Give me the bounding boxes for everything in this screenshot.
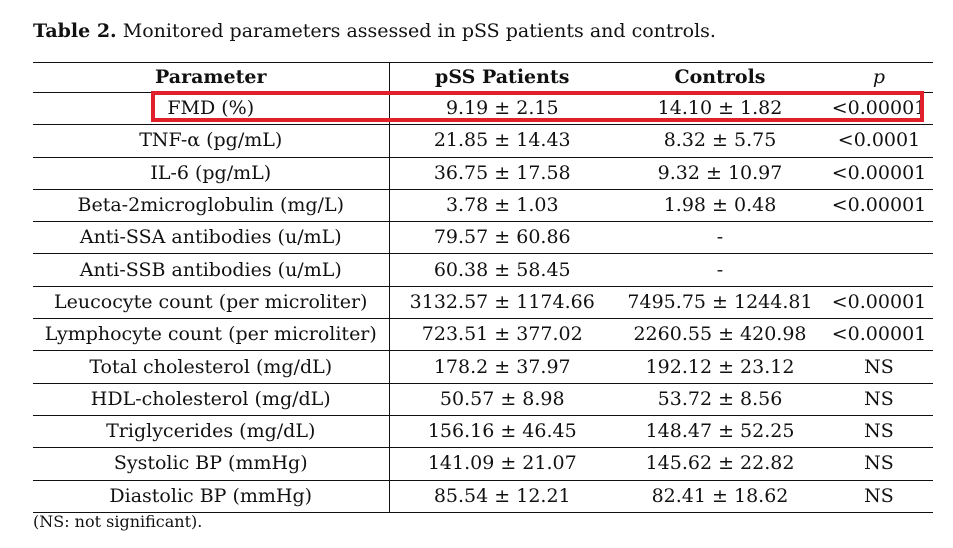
header-patients: pSS Patients (389, 62, 615, 93)
cell-parameter: Leucocyte count (per microliter) (33, 286, 390, 320)
cell-controls: 145.62 ± 22.82 (615, 447, 825, 481)
cell-patients: 85.54 ± 12.21 (389, 480, 615, 513)
header-controls: Controls (615, 62, 825, 93)
cell-controls: 8.32 ± 5.75 (615, 124, 825, 158)
table-body: FMD (%) 9.19 ± 2.15 14.10 ± 1.82 <0.00001 TN… (33, 92, 933, 513)
cell-patients: 141.09 ± 21.07 (389, 447, 615, 481)
cell-parameter: Systolic BP (mmHg) (33, 447, 390, 481)
table-row: Triglycerides (mg/dL) 156.16 ± 46.45 148.4… (33, 415, 933, 449)
cell-controls: 148.47 ± 52.25 (615, 415, 825, 449)
cell-p-value: <0.00001 (825, 286, 933, 320)
parameters-table-container: Parameter pSS Patients Controls p FMD (%… (33, 62, 933, 513)
cell-parameter: Diastolic BP (mmHg) (33, 480, 390, 513)
cell-parameter: Anti-SSB antibodies (u/mL) (33, 253, 390, 287)
cell-controls: 192.12 ± 23.12 (615, 350, 825, 384)
cell-p-value: <0.00001 (825, 157, 933, 190)
cell-patients: 9.19 ± 2.15 (389, 92, 615, 126)
cell-patients: 21.85 ± 14.43 (389, 124, 615, 158)
cell-patients: 156.16 ± 46.45 (389, 415, 615, 449)
cell-controls: 1.98 ± 0.48 (615, 189, 825, 223)
cell-patients: 50.57 ± 8.98 (389, 383, 615, 416)
cell-p-value: <0.00001 (825, 92, 933, 126)
cell-patients: 3132.57 ± 1174.66 (389, 286, 615, 320)
table-row: FMD (%) 9.19 ± 2.15 14.10 ± 1.82 <0.00001 (33, 92, 933, 126)
cell-parameter: Triglycerides (mg/dL) (33, 415, 390, 449)
cell-parameter: TNF-α (pg/mL) (33, 124, 390, 158)
cell-p-value: NS (825, 415, 933, 449)
cell-controls: - (615, 221, 825, 255)
parameters-table: Parameter pSS Patients Controls p FMD (%… (33, 62, 933, 513)
table-row: Systolic BP (mmHg) 141.09 ± 21.07 145.62 ±… (33, 447, 933, 481)
cell-patients: 79.57 ± 60.86 (389, 221, 615, 255)
table-row: IL-6 (pg/mL) 36.75 ± 17.58 9.32 ± 10.97 <0.… (33, 157, 933, 190)
table-caption: Table 2. Monitored parameters assessed i… (33, 19, 716, 43)
cell-parameter: Total cholesterol (mg/dL) (33, 350, 390, 384)
cell-controls: 53.72 ± 8.56 (615, 383, 825, 416)
table-row: HDL-cholesterol (mg/dL) 50.57 ± 8.98 53.72… (33, 383, 933, 416)
table-row: Diastolic BP (mmHg) 85.54 ± 12.21 82.41 ± … (33, 480, 933, 513)
cell-patients: 36.75 ± 17.58 (389, 157, 615, 190)
cell-patients: 723.51 ± 377.02 (389, 318, 615, 352)
cell-parameter: FMD (%) (33, 92, 390, 126)
header-p-value: p (825, 62, 933, 93)
cell-p-value: NS (825, 480, 933, 513)
cell-patients: 178.2 ± 37.97 (389, 350, 615, 384)
cell-parameter: IL-6 (pg/mL) (33, 157, 390, 190)
cell-patients: 60.38 ± 58.45 (389, 253, 615, 287)
cell-patients: 3.78 ± 1.03 (389, 189, 615, 223)
table-caption-text: Monitored parameters assessed in pSS pat… (122, 20, 716, 42)
cell-p-value: <0.00001 (825, 189, 933, 223)
cell-p-value: NS (825, 447, 933, 481)
table-caption-label: Table 2. (33, 20, 117, 42)
cell-parameter: Beta-2microglobulin (mg/L) (33, 189, 390, 223)
table-row: Leucocyte count (per microliter) 3132.57 … (33, 286, 933, 320)
header-parameter: Parameter (33, 62, 390, 93)
cell-p-value: NS (825, 383, 933, 416)
cell-parameter: HDL-cholesterol (mg/dL) (33, 383, 390, 416)
cell-parameter: Lymphocyte count (per microliter) (33, 318, 390, 352)
cell-p-value: NS (825, 350, 933, 384)
cell-p-value: <0.0001 (825, 124, 933, 158)
cell-controls: 9.32 ± 10.97 (615, 157, 825, 190)
table-footnote: (NS: not significant). (33, 512, 203, 531)
table-row: Anti-SSB antibodies (u/mL) 60.38 ± 58.45- (33, 253, 933, 287)
table-row: Anti-SSA antibodies (u/mL) 79.57 ± 60.86- (33, 221, 933, 255)
cell-controls: 82.41 ± 18.62 (615, 480, 825, 513)
cell-controls: 14.10 ± 1.82 (615, 92, 825, 126)
table-header-row: Parameter pSS Patients Controls p (33, 62, 933, 93)
cell-p-value: <0.00001 (825, 318, 933, 352)
table-row: Total cholesterol (mg/dL) 178.2 ± 37.97 19… (33, 350, 933, 384)
table-row: Lymphocyte count (per microliter) 723.51 … (33, 318, 933, 352)
table-row: Beta-2microglobulin (mg/L) 3.78 ± 1.03 1.9… (33, 189, 933, 223)
cell-p-value (825, 221, 933, 255)
cell-parameter: Anti-SSA antibodies (u/mL) (33, 221, 390, 255)
cell-controls: 2260.55 ± 420.98 (615, 318, 825, 352)
table-row: TNF-α (pg/mL) 21.85 ± 14.43 8.32 ± 5.75 <0.… (33, 124, 933, 158)
cell-controls: - (615, 253, 825, 287)
cell-controls: 7495.75 ± 1244.81 (615, 286, 825, 320)
cell-p-value (825, 253, 933, 287)
